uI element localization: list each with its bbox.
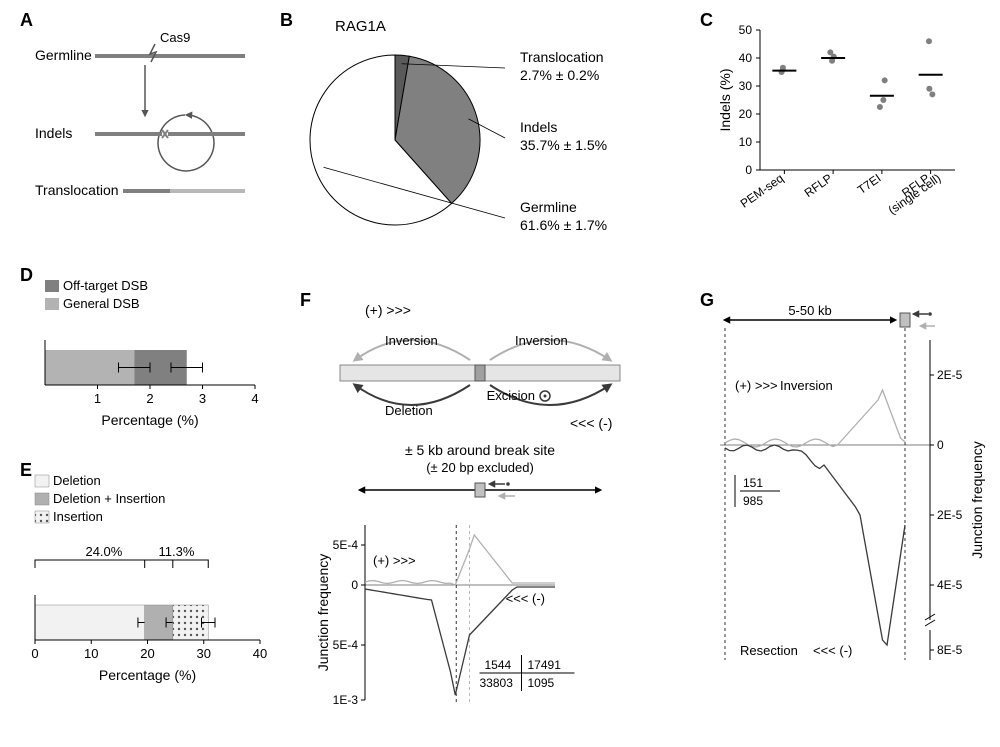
svg-text:1095: 1095: [528, 676, 555, 690]
svg-text:5-50 kb: 5-50 kb: [788, 303, 831, 318]
svg-text:Junction frequency: Junction frequency: [969, 441, 985, 559]
svg-text:Inversion: Inversion: [780, 378, 833, 393]
svg-text:Deletion: Deletion: [53, 473, 101, 488]
svg-text:985: 985: [743, 494, 763, 508]
svg-text:Resection: Resection: [740, 643, 798, 658]
svg-text:<<< (-): <<< (-): [813, 643, 852, 658]
svg-text:(± 20 bp excluded): (± 20 bp excluded): [426, 460, 534, 475]
svg-text:Inversion: Inversion: [385, 333, 438, 348]
svg-text:2.7% ± 0.2%: 2.7% ± 0.2%: [520, 67, 599, 83]
svg-text:0: 0: [31, 646, 38, 661]
svg-text:1: 1: [94, 391, 101, 406]
panel-c-plot: 01020304050Indels (%)PEM-seqRFLPT7EIRFLP…: [720, 20, 980, 270]
svg-text:151: 151: [743, 476, 763, 490]
svg-text:<<< (-): <<< (-): [506, 591, 545, 606]
svg-text:Insertion: Insertion: [53, 509, 103, 524]
svg-text:1E-3: 1E-3: [333, 693, 359, 707]
svg-text:General DSB: General DSB: [63, 296, 140, 311]
svg-text:Deletion + Insertion: Deletion + Insertion: [53, 491, 165, 506]
svg-text:24.0%: 24.0%: [85, 544, 122, 559]
svg-text:± 5 kb around break site: ± 5 kb around break site: [405, 442, 555, 458]
svg-text:Indels: Indels: [35, 125, 72, 141]
svg-text:30: 30: [197, 646, 211, 661]
svg-text:Translocation: Translocation: [520, 49, 604, 65]
svg-text:Inversion: Inversion: [515, 333, 568, 348]
svg-text:2E-5: 2E-5: [937, 368, 963, 382]
svg-text:Translocation: Translocation: [35, 182, 119, 198]
panel-g-plot: 5-50 kb 2E-5 0 2E-5 4E-5 8E-5 Junction frequen…: [700, 300, 990, 730]
svg-text:RFLP: RFLP: [802, 171, 835, 200]
panel-f-diagram: (+) >>> Inversion Inversion Deletion Excisio…: [310, 300, 680, 730]
svg-text:61.6% ± 1.7%: 61.6% ± 1.7%: [520, 217, 607, 233]
svg-text:5E-4: 5E-4: [333, 538, 359, 552]
svg-text:17491: 17491: [528, 658, 562, 672]
svg-text:2E-5: 2E-5: [937, 508, 963, 522]
panel-a-diagram: Germline Cas9 Indels Translocation: [30, 30, 260, 230]
svg-text:T7EI: T7EI: [855, 171, 884, 197]
svg-text:(+) >>>: (+) >>>: [373, 553, 416, 568]
svg-text:Germline: Germline: [35, 47, 92, 63]
svg-text:0: 0: [745, 163, 752, 177]
svg-text:Germline: Germline: [520, 199, 577, 215]
svg-text:35.7% ± 1.5%: 35.7% ± 1.5%: [520, 137, 607, 153]
svg-text:1544: 1544: [485, 658, 512, 672]
svg-text:Junction frequency: Junction frequency: [315, 554, 331, 672]
panel-label-c: C: [700, 10, 713, 31]
svg-text:50: 50: [739, 23, 753, 37]
svg-text:20: 20: [140, 646, 154, 661]
svg-text:Cas9: Cas9: [160, 30, 190, 45]
panel-label-a: A: [20, 10, 33, 31]
svg-text:0: 0: [351, 578, 358, 592]
panel-d-bar: Off-target DSB General DSB 1 2 3 4 Percentage …: [30, 275, 280, 445]
svg-text:4E-5: 4E-5: [937, 578, 963, 592]
svg-text:0: 0: [937, 438, 944, 452]
svg-text:Percentage (%): Percentage (%): [101, 412, 198, 428]
svg-text:40: 40: [253, 646, 267, 661]
panel-e-bar: Deletion Deletion + Insertion Insertion 24.…: [20, 470, 280, 710]
svg-text:Indels: Indels: [520, 119, 557, 135]
svg-text:33803: 33803: [480, 676, 514, 690]
svg-text:(+) >>>: (+) >>>: [365, 302, 411, 318]
svg-text:Percentage (%): Percentage (%): [99, 667, 196, 683]
panel-label-b: B: [280, 10, 293, 31]
svg-text:20: 20: [739, 107, 753, 121]
svg-text:10: 10: [739, 135, 753, 149]
svg-text:2: 2: [146, 391, 153, 406]
svg-text:<<< (-): <<< (-): [570, 415, 612, 431]
svg-text:5E-4: 5E-4: [333, 638, 359, 652]
svg-text:11.3%: 11.3%: [159, 544, 195, 559]
svg-text:4: 4: [251, 391, 258, 406]
svg-text:8E-5: 8E-5: [937, 643, 963, 657]
svg-text:30: 30: [739, 79, 753, 93]
svg-text:Off-target DSB: Off-target DSB: [63, 278, 148, 293]
svg-text:Indels (%): Indels (%): [717, 68, 733, 131]
svg-text:10: 10: [84, 646, 98, 661]
svg-text:Excision: Excision: [487, 388, 535, 403]
svg-text:(+) >>>: (+) >>>: [735, 378, 778, 393]
svg-text:3: 3: [199, 391, 206, 406]
svg-text:40: 40: [739, 51, 753, 65]
panel-b-pie: Translocation 2.7% ± 0.2% Indels 35.7% ± 1.…: [280, 30, 700, 230]
svg-text:Deletion: Deletion: [385, 403, 433, 418]
